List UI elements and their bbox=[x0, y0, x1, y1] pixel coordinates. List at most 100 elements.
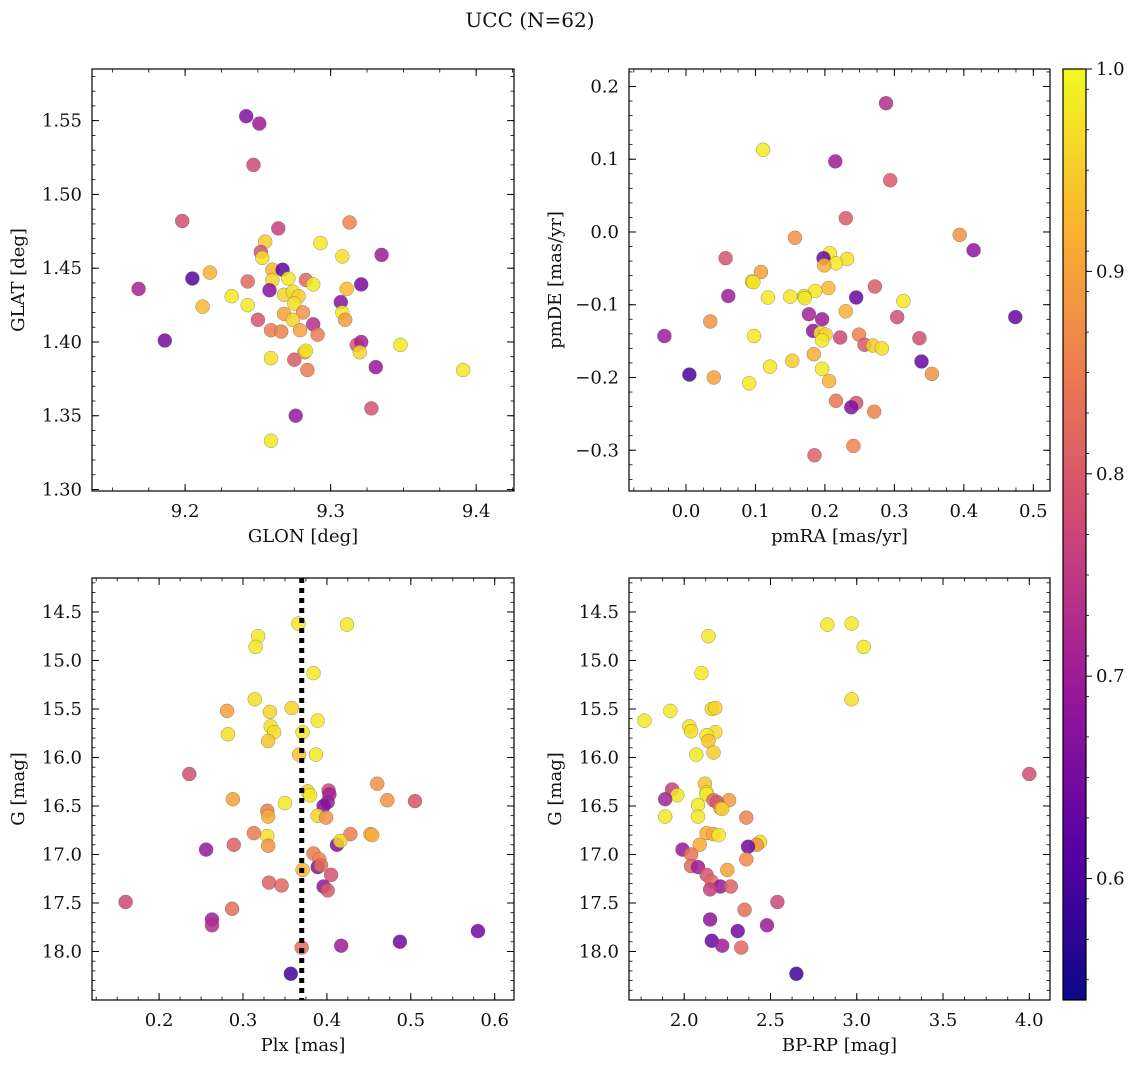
x-tick-label: 0.5 bbox=[1019, 501, 1048, 522]
data-point bbox=[219, 703, 235, 719]
data-point bbox=[720, 862, 735, 878]
x-tick-label: 0.6 bbox=[480, 1010, 509, 1031]
data-point bbox=[878, 95, 894, 111]
y-tick-label: 0.1 bbox=[590, 149, 619, 170]
data-point bbox=[262, 283, 277, 298]
y-tick-label: 17.0 bbox=[42, 844, 82, 865]
y-tick-label: 1.55 bbox=[42, 111, 82, 132]
y-tick-label: 15.0 bbox=[579, 650, 619, 671]
data-point bbox=[306, 665, 321, 681]
data-point bbox=[739, 852, 754, 867]
data-point bbox=[255, 250, 270, 266]
axes-frame bbox=[91, 577, 515, 1001]
data-point bbox=[760, 290, 776, 305]
x-tick-label: 9.2 bbox=[171, 501, 200, 522]
data-point bbox=[670, 788, 685, 803]
data-point bbox=[844, 692, 859, 707]
data-point bbox=[261, 875, 277, 890]
y-tick-label: 0.2 bbox=[590, 76, 619, 97]
data-point bbox=[298, 343, 314, 359]
data-point bbox=[364, 827, 380, 843]
x-axis-label: Plx [mas] bbox=[261, 1035, 346, 1056]
y-tick-label: 17.5 bbox=[42, 893, 82, 914]
data-point bbox=[455, 362, 471, 378]
data-point bbox=[318, 810, 334, 825]
data-point bbox=[924, 366, 940, 382]
data-point bbox=[263, 433, 279, 449]
data-point bbox=[380, 792, 395, 808]
colorbar-tick-label: 0.9 bbox=[1096, 261, 1125, 282]
data-point bbox=[339, 617, 355, 632]
x-tick-label: 2.5 bbox=[756, 1010, 785, 1031]
data-point bbox=[337, 312, 353, 328]
data-point bbox=[313, 235, 328, 251]
points-group bbox=[118, 616, 486, 982]
data-point bbox=[1008, 309, 1023, 325]
data-point bbox=[759, 918, 775, 933]
data-point bbox=[690, 809, 706, 824]
data-point bbox=[797, 290, 813, 306]
data-point bbox=[821, 280, 836, 296]
figure-title: UCC (N=62) bbox=[465, 8, 594, 32]
x-tick-label: 3.0 bbox=[842, 1010, 871, 1031]
y-tick-label: 1.40 bbox=[42, 332, 82, 353]
x-tick-label: 0.4 bbox=[950, 501, 979, 522]
axes-frame bbox=[91, 68, 515, 492]
data-point bbox=[737, 902, 752, 918]
data-point bbox=[730, 923, 745, 939]
data-point bbox=[914, 354, 929, 369]
x-tick-label: 3.5 bbox=[929, 1010, 958, 1031]
y-tick-label: 18.0 bbox=[579, 941, 619, 962]
data-point bbox=[263, 350, 279, 366]
data-point bbox=[814, 333, 830, 348]
data-point bbox=[789, 966, 804, 982]
data-point bbox=[342, 215, 357, 230]
y-tick-label: 1.35 bbox=[42, 406, 82, 427]
data-point bbox=[838, 210, 854, 226]
x-tick-label: 0.2 bbox=[145, 1010, 174, 1031]
data-point bbox=[739, 810, 754, 825]
panel-glon-glat: 9.2 9.3 9.4 1.30 1.35 1.40 1.45 1.50 1.55 GLON [d… bbox=[8, 68, 515, 547]
x-tick-label: 0.5 bbox=[396, 1010, 425, 1031]
x-tick-label: 0.3 bbox=[229, 1010, 258, 1031]
data-point bbox=[814, 361, 830, 377]
data-point bbox=[753, 264, 769, 280]
data-point bbox=[368, 359, 384, 375]
data-point bbox=[225, 791, 241, 807]
data-point bbox=[174, 213, 190, 229]
data-point bbox=[224, 901, 240, 917]
data-point bbox=[198, 842, 214, 857]
panel-pmra-pmde: 0.0 0.1 0.2 0.3 0.4 0.5 −0.3 −0.2 −0.1 0.0 0.1 0.2 p… bbox=[545, 68, 1051, 547]
data-point bbox=[683, 724, 699, 739]
colorbar-tick-label: 1.0 bbox=[1096, 59, 1125, 80]
y-tick-label: 14.5 bbox=[579, 602, 619, 623]
data-point bbox=[182, 766, 197, 782]
data-point bbox=[185, 271, 200, 286]
data-point bbox=[740, 839, 756, 854]
data-point bbox=[393, 337, 408, 353]
data-point bbox=[271, 221, 286, 236]
data-point bbox=[866, 404, 882, 419]
data-point bbox=[896, 293, 911, 309]
data-point bbox=[714, 938, 730, 953]
data-point bbox=[711, 827, 726, 843]
data-point bbox=[252, 116, 267, 131]
y-tick-label: 15.5 bbox=[579, 699, 619, 720]
y-axis-label: GLAT [deg] bbox=[8, 228, 29, 332]
y-tick-label: 1.45 bbox=[42, 258, 82, 279]
data-point bbox=[273, 324, 289, 339]
y-axis-label: G [mag] bbox=[8, 752, 29, 825]
y-tick-label: 16.5 bbox=[42, 796, 82, 817]
data-point bbox=[807, 448, 822, 463]
data-point bbox=[250, 312, 266, 328]
data-point bbox=[770, 894, 785, 910]
colorbar-tick-label: 0.7 bbox=[1096, 666, 1125, 687]
data-point bbox=[820, 617, 835, 632]
data-point bbox=[844, 616, 859, 631]
x-axis-label: pmRA [mas/yr] bbox=[771, 526, 908, 547]
y-tick-label: 16.0 bbox=[42, 747, 82, 768]
data-point bbox=[746, 274, 761, 290]
data-point bbox=[313, 857, 329, 873]
data-point bbox=[801, 306, 817, 322]
data-point bbox=[746, 328, 762, 344]
